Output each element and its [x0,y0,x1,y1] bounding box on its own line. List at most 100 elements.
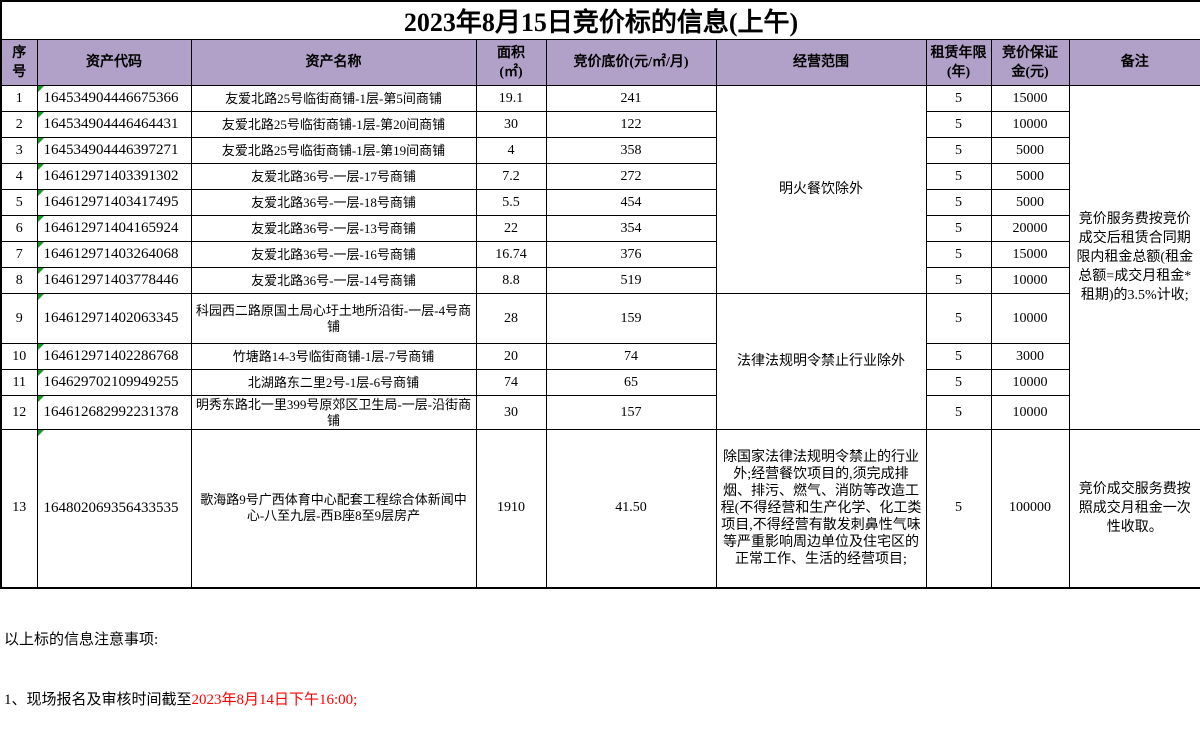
cell-seq: 9 [0,293,38,344]
table-row: 6 164612971404165924 友爱北路36号-一层-13号商铺 22… [0,215,1200,242]
asset-code-text: 164534904446464431 [43,116,179,132]
cell-business-scope-row13: 除国家法律法规明令禁止的行业外;经营餐饮项目的,须完成排烟、排污、燃气、消防等改… [715,429,927,588]
cell-asset-code: 164612971403391302 [36,163,192,190]
error-flag-icon [38,242,44,248]
cell-asset-code: 164534904446397271 [36,137,192,164]
cell-floor-price: 454 [545,189,717,216]
cell-seq: 1 [0,85,38,112]
table-row: 7 164612971403264068 友爱北路36号-一层-16号商铺 16… [0,241,1200,268]
cell-floor-price: 122 [545,111,717,138]
cell-asset-code: 164612971403264068 [36,241,192,268]
cell-asset-name: 歌海路9号广西体育中心配套工程综合体新闻中心-八至九层-西B座8至9层房产 [190,429,477,588]
cell-deposit: 10000 [990,267,1070,294]
cell-deposit: 10000 [990,369,1070,396]
col-header-area: 面积 (㎡) [475,39,547,86]
asset-code-text: 164534904446397271 [43,142,179,158]
error-flag-icon [38,216,44,222]
col-header-remark: 备注 [1068,39,1200,86]
cell-area: 19.1 [475,85,547,112]
asset-code-text: 164612971403391302 [43,168,179,184]
asset-code-text: 164802069356433535 [43,499,179,516]
error-flag-icon [38,112,44,118]
auction-table: 2023年8月15日竞价标的信息(上午) 序 号 资产代码 资产名称 面积 (㎡… [0,0,1200,589]
asset-code-text: 164534904446675366 [43,90,179,106]
cell-seq: 4 [0,163,38,190]
table-row: 5 164612971403417495 友爱北路36号-一层-18号商铺 5.… [0,189,1200,216]
table-row: 11 164629702109949255 北湖路东二里2号-1层-6号商铺 7… [0,369,1200,396]
cell-seq: 6 [0,215,38,242]
cell-area: 16.74 [475,241,547,268]
cell-floor-price: 358 [545,137,717,164]
cell-lease-years: 5 [925,137,992,164]
cell-asset-name: 友爱北路36号-一层-17号商铺 [190,163,477,190]
cell-asset-name: 友爱北路25号临街商铺-1层-第20间商铺 [190,111,477,138]
notes-heading: 以上标的信息注意事项: [4,630,1200,650]
note-text: 以上标的信息注意事项: [4,631,159,648]
cell-lease-years: 5 [925,395,992,430]
cell-asset-code: 164612971402286768 [36,343,192,370]
note-text: 1、现场报名及审核时间截至 [4,691,192,708]
table-row: 8 164612971403778446 友爱北路36号-一层-14号商铺 8.… [0,267,1200,294]
cell-seq: 13 [0,429,38,588]
cell-deposit: 100000 [990,429,1070,588]
note-line: 1、现场报名及审核时间截至2023年8月14日下午16:00; [4,690,1200,710]
asset-code-text: 164612971404165924 [43,220,179,236]
error-flag-icon [38,294,44,300]
cell-area: 8.8 [475,267,547,294]
asset-code-text: 164612682992231378 [43,404,179,420]
asset-code-text: 164612971403778446 [43,272,179,288]
cell-floor-price: 157 [545,395,717,430]
cell-area: 22 [475,215,547,242]
cell-asset-name: 北湖路东二里2号-1层-6号商铺 [190,369,477,396]
cell-asset-name: 友爱北路36号-一层-18号商铺 [190,189,477,216]
cell-business-scope-group2: 法律法规明令禁止行业除外 [715,293,927,430]
cell-deposit: 3000 [990,343,1070,370]
cell-lease-years: 5 [925,241,992,268]
cell-asset-name: 友爱北路25号临街商铺-1层-第19间商铺 [190,137,477,164]
cell-business-scope-group1: 明火餐饮除外 [715,85,927,294]
cell-asset-code: 164802069356433535 [36,429,192,588]
cell-floor-price: 272 [545,163,717,190]
table-row: 9 164612971402063345 科园西二路原国土局心圩土地所沿街-一层… [0,293,1200,430]
error-flag-icon [38,344,44,350]
cell-area: 7.2 [475,163,547,190]
cell-asset-code: 164534904446675366 [36,85,192,112]
cell-asset-name: 明秀东路北一里399号原郊区卫生局-一层-沿街商铺 [190,395,477,430]
cell-asset-code: 164629702109949255 [36,369,192,396]
cell-deposit: 10000 [990,293,1070,344]
cell-seq: 12 [0,395,38,430]
cell-lease-years: 5 [925,267,992,294]
error-flag-icon [38,396,44,402]
cell-area: 1910 [475,429,547,588]
cell-lease-years: 5 [925,369,992,396]
cell-floor-price: 241 [545,85,717,112]
asset-code-text: 164612971403417495 [43,194,179,210]
cell-deposit: 15000 [990,241,1070,268]
cell-deposit: 5000 [990,189,1070,216]
cell-deposit: 10000 [990,395,1070,430]
error-flag-icon [38,138,44,144]
error-flag-icon [38,370,44,376]
cell-asset-code: 164612682992231378 [36,395,192,430]
cell-asset-name: 友爱北路36号-一层-14号商铺 [190,267,477,294]
cell-asset-name: 科园西二路原国土局心圩土地所沿街-一层-4号商铺 [190,293,477,344]
cell-lease-years: 5 [925,111,992,138]
cell-floor-price: 159 [545,293,717,344]
cell-lease-years: 5 [925,215,992,242]
cell-area: 74 [475,369,547,396]
cell-seq: 8 [0,267,38,294]
asset-code-text: 164612971403264068 [43,246,179,262]
cell-floor-price: 519 [545,267,717,294]
cell-area: 30 [475,111,547,138]
table-row: 2 164534904446464431 友爱北路25号临街商铺-1层-第20间… [0,111,1200,138]
notes-section: 以上标的信息注意事项: 1、现场报名及审核时间截至2023年8月14日下午16:… [0,589,1200,748]
cell-deposit: 5000 [990,163,1070,190]
cell-asset-code: 164612971402063345 [36,293,192,344]
error-flag-icon [38,190,44,196]
col-header-business-scope: 经营范围 [715,39,927,86]
cell-asset-name: 友爱北路36号-一层-13号商铺 [190,215,477,242]
cell-asset-name: 竹塘路14-3号临街商铺-1层-7号商铺 [190,343,477,370]
col-header-seq: 序 号 [0,39,38,86]
error-flag-icon [38,430,44,436]
